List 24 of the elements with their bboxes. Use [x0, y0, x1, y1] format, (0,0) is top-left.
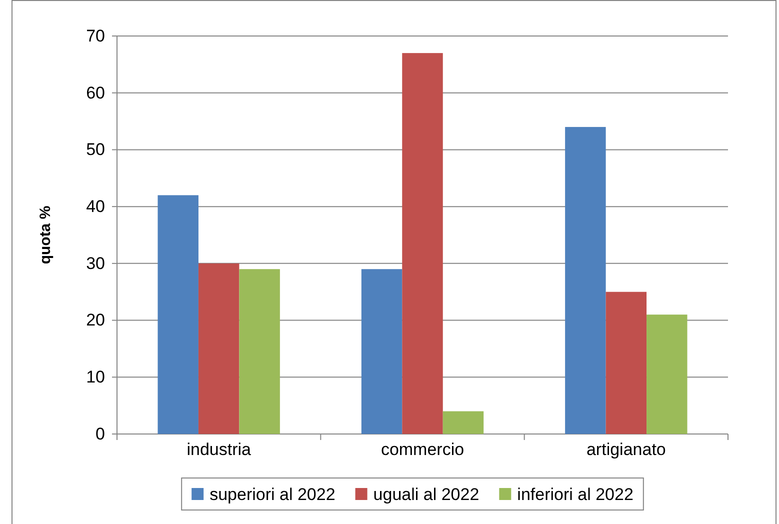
y-tick-label: 20	[86, 310, 105, 330]
bar	[646, 314, 688, 434]
y-tick-label: 30	[86, 254, 105, 273]
y-tick-label: 50	[86, 140, 105, 160]
y-tick-label: 0	[96, 424, 105, 444]
y-tick-label: 10	[86, 368, 105, 387]
bar	[239, 269, 280, 434]
x-tick-label: commercio	[380, 440, 464, 459]
x-tick-label: industria	[186, 440, 252, 459]
y-tick-label: 60	[86, 83, 105, 102]
bar	[565, 126, 606, 434]
bar	[361, 269, 402, 434]
bar	[158, 195, 198, 434]
x-tick-label: artigianato	[586, 440, 666, 459]
legend-label: uguali al 2022	[373, 485, 480, 504]
legend-label: superiori al 2022	[210, 485, 336, 504]
y-tick-label: 70	[86, 26, 105, 46]
bar	[442, 411, 484, 434]
bar	[198, 263, 240, 434]
bar	[606, 292, 647, 434]
bar	[402, 53, 443, 434]
y-axis-title: quota %	[37, 206, 54, 264]
legend-label: inferiori al 2022	[517, 485, 634, 504]
y-tick-label: 40	[86, 197, 105, 216]
